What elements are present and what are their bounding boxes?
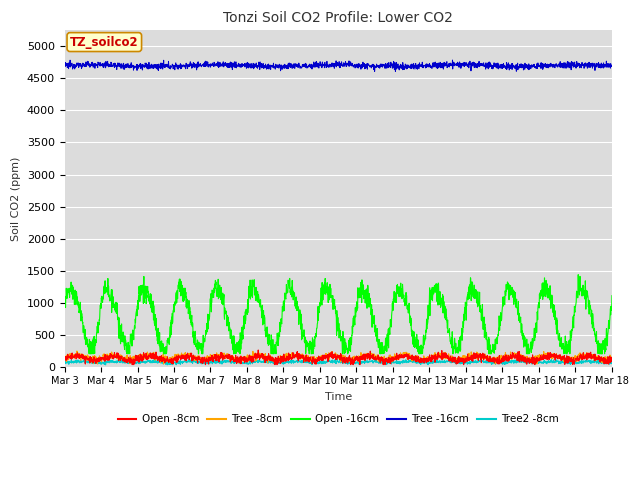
Legend: Open -8cm, Tree -8cm, Open -16cm, Tree -16cm, Tree2 -8cm: Open -8cm, Tree -8cm, Open -16cm, Tree -… bbox=[113, 410, 563, 429]
Y-axis label: Soil CO2 (ppm): Soil CO2 (ppm) bbox=[11, 156, 21, 240]
X-axis label: Time: Time bbox=[324, 392, 352, 402]
Title: Tonzi Soil CO2 Profile: Lower CO2: Tonzi Soil CO2 Profile: Lower CO2 bbox=[223, 11, 453, 25]
Text: TZ_soilco2: TZ_soilco2 bbox=[70, 36, 139, 48]
